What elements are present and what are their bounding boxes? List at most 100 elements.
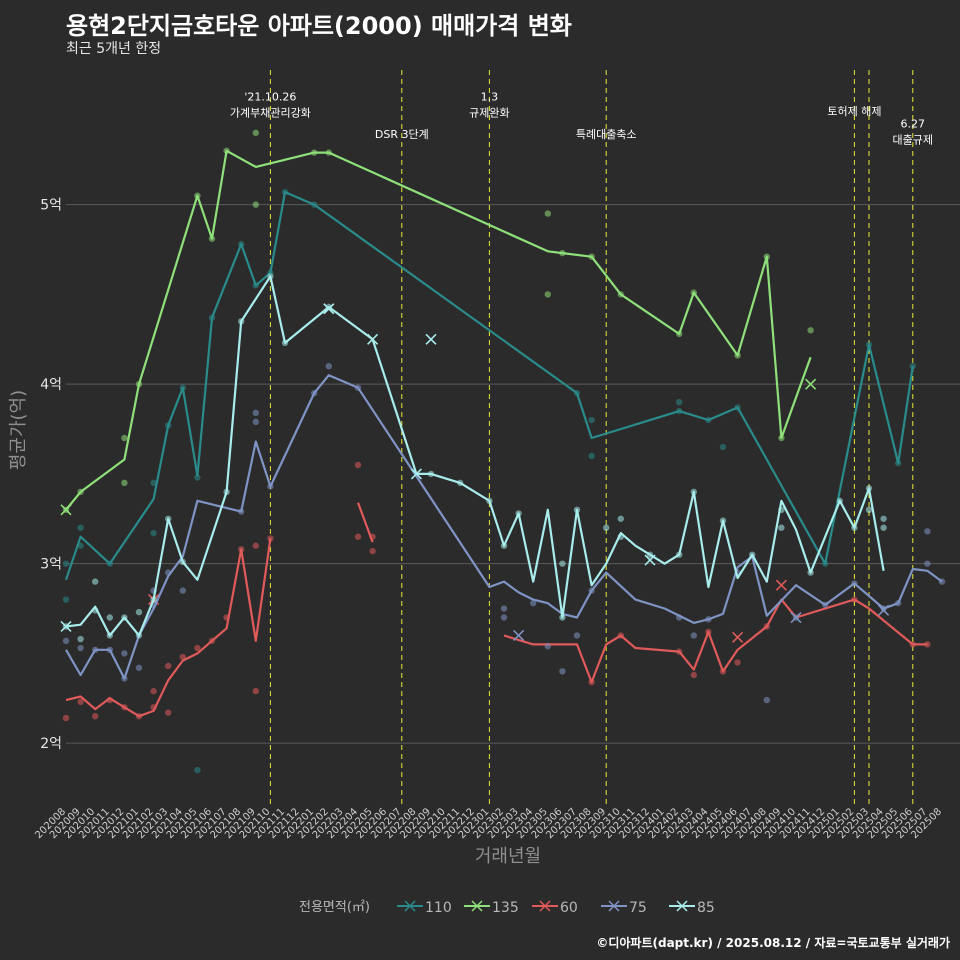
legend-label: 75 [629, 900, 647, 916]
cross-stroke [323, 303, 335, 315]
series-75 [62, 362, 946, 704]
cross-marker-85 [323, 303, 335, 315]
x-axis: 2020082020092020102020112020122021012021… [33, 806, 944, 841]
legend-swatch-cross [471, 900, 483, 912]
data-point-75 [121, 650, 128, 657]
data-point-135 [544, 291, 551, 298]
data-point-85 [617, 515, 624, 522]
series-line-85 [65, 275, 885, 637]
legend-swatch-cross [608, 900, 620, 912]
data-point-75 [500, 605, 508, 612]
cross-stroke [471, 900, 483, 912]
cross-stroke [513, 629, 525, 642]
data-point-85 [880, 524, 887, 531]
y-tick-label: 2억 [40, 736, 62, 752]
cross-marker-135 [805, 378, 817, 390]
y-tick-label: 4억 [40, 377, 62, 393]
series-line-75 [65, 374, 943, 680]
data-point-60 [194, 644, 201, 652]
event-label: 토허제 해제 [827, 104, 881, 118]
cross-marker-135 [60, 504, 72, 516]
cross-stroke [539, 900, 551, 912]
data-point-110 [194, 766, 201, 774]
cross-stroke [410, 468, 422, 480]
y-tick-label: 3억 [40, 557, 62, 573]
legend-title: 전용면적(㎡) [299, 900, 370, 915]
data-point-75 [62, 637, 70, 645]
data-point-85 [106, 614, 114, 621]
data-point-110 [676, 398, 683, 406]
data-point-60 [77, 698, 84, 706]
credit: ©디아파트(dapt.kr) / 2025.08.12 / 자료=국토교통부 실… [596, 936, 950, 950]
legend-label: 135 [492, 900, 519, 916]
cross-stroke [676, 900, 688, 912]
data-point-75 [544, 643, 551, 650]
data-point-75 [500, 614, 508, 621]
series-110 [62, 188, 916, 774]
grid-layer [66, 204, 960, 744]
data-point-75 [252, 418, 259, 426]
event-label: DSR 3단계 [375, 128, 429, 141]
cross-stroke [608, 900, 620, 912]
series-line-110 [64, 191, 914, 581]
cross-marker-60 [732, 631, 744, 643]
data-point-75 [573, 632, 581, 639]
cross-stroke [60, 620, 72, 633]
legend-item-75: 75 [601, 900, 647, 916]
data-point-135 [807, 327, 814, 334]
cross-marker-75 [878, 604, 890, 616]
cross-stroke [644, 554, 656, 566]
data-point-75 [325, 362, 332, 370]
data-point-85 [880, 515, 887, 522]
data-point-75 [77, 644, 84, 652]
data-point-75 [690, 632, 697, 639]
cross-marker-85 [410, 468, 422, 480]
data-point-60 [354, 533, 362, 540]
data-point-85 [603, 524, 610, 531]
legend-label: 110 [425, 900, 452, 916]
legend-swatch-cross [539, 900, 551, 912]
x-axis-title: 거래년월 [475, 846, 541, 867]
cross-stroke [790, 611, 802, 624]
legend-item-60: 60 [532, 900, 578, 916]
data-point-110 [194, 474, 201, 481]
data-point-135 [252, 129, 259, 137]
legend-swatch-cross [404, 900, 416, 912]
data-point-60 [734, 659, 741, 666]
data-point-110 [77, 524, 84, 531]
data-point-60 [62, 714, 70, 722]
y-axis-title: 평균가(억) [8, 390, 29, 470]
data-point-110 [588, 416, 595, 424]
data-point-75 [924, 528, 931, 535]
event-label: 6.27 [901, 117, 926, 130]
cross-marker-85 [60, 620, 72, 633]
data-point-85 [135, 608, 143, 616]
cross-stroke [732, 631, 744, 643]
event-label: 특례대출축소 [576, 128, 637, 141]
data-point-110 [150, 479, 157, 487]
cross-stroke [60, 504, 72, 516]
series-135 [60, 129, 817, 516]
series-60 [62, 461, 931, 722]
cross-stroke [805, 378, 817, 390]
legend-label: 60 [560, 900, 578, 916]
data-point-60 [92, 713, 99, 720]
data-point-85 [559, 560, 566, 567]
data-point-60 [165, 709, 172, 716]
cross-marker-75 [790, 611, 802, 624]
y-tick-label: 5억 [40, 198, 62, 214]
cross-stroke [404, 900, 416, 912]
event-label: 대출규제 [893, 133, 933, 146]
legend-item-110: 110 [397, 900, 452, 916]
data-point-75 [924, 560, 931, 567]
chart-subtitle: 최근 5개년 한정 [66, 41, 162, 57]
data-point-85 [865, 506, 873, 514]
data-point-110 [719, 443, 727, 451]
data-point-85 [92, 578, 99, 585]
series-85 [60, 273, 887, 643]
legend-item-135: 135 [464, 900, 519, 916]
data-point-110 [909, 362, 916, 370]
y-axis: 2억 3억 4억 5억 [40, 198, 62, 753]
